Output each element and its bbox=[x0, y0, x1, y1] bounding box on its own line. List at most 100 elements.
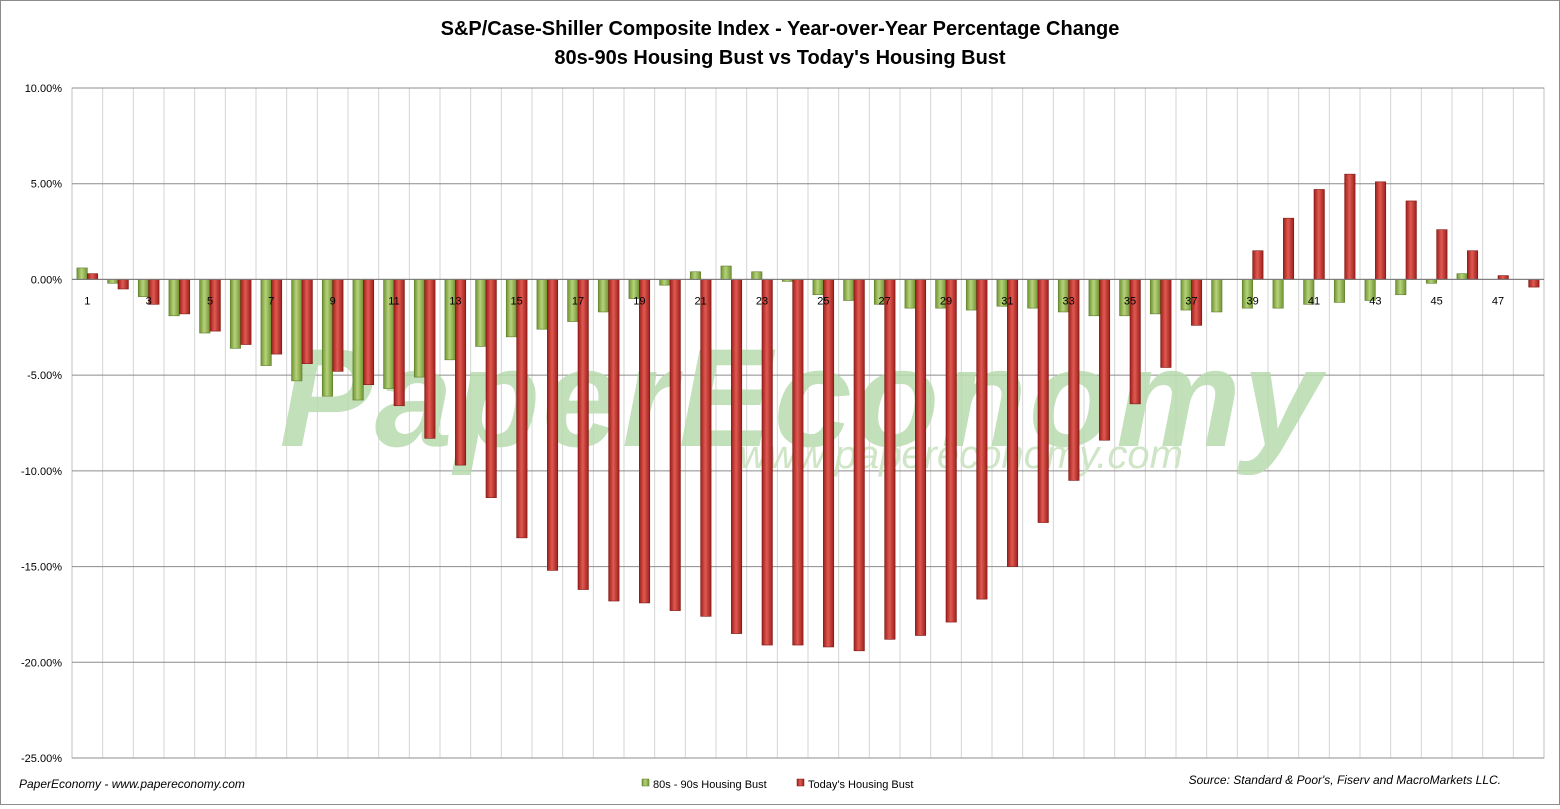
bar-80s90s bbox=[843, 279, 855, 301]
x-tick-label: 7 bbox=[268, 295, 274, 307]
bar-today bbox=[639, 279, 651, 604]
bar-today bbox=[1007, 279, 1019, 567]
bar-80s90s bbox=[107, 279, 119, 284]
bar-today bbox=[945, 279, 957, 623]
x-tick-label: 45 bbox=[1431, 295, 1443, 307]
bar-today bbox=[1252, 250, 1264, 280]
bar-80s90s bbox=[1425, 279, 1437, 284]
bar-80s90s bbox=[260, 279, 272, 366]
y-tick-label: -15.00% bbox=[21, 562, 62, 574]
bar-80s90s bbox=[812, 279, 824, 296]
bar-today bbox=[669, 279, 681, 611]
bar-today bbox=[424, 279, 436, 439]
bar-today bbox=[792, 279, 804, 646]
watermark-url: www.papereconomy.com bbox=[739, 433, 1183, 477]
legend-swatch-80s90s bbox=[641, 778, 650, 787]
chart-title: S&P/Case-Shiller Composite Index - Year-… bbox=[441, 18, 1120, 40]
legend-swatch-today bbox=[796, 778, 805, 787]
bar-today bbox=[1436, 229, 1448, 280]
bar-80s90s bbox=[76, 267, 88, 280]
bar-today bbox=[1160, 279, 1172, 368]
bar-today bbox=[1467, 250, 1479, 280]
bar-today bbox=[240, 279, 252, 345]
x-tick-label: 11 bbox=[388, 295, 399, 307]
y-axis-ticks: 10.00% 5.00% 0.00% -5.00% -10.00% -15.00% -20.… bbox=[21, 83, 62, 765]
bar-today bbox=[1344, 173, 1356, 280]
bar-80s90s bbox=[751, 271, 763, 280]
bar-80s90s bbox=[413, 279, 425, 378]
bar-80s90s bbox=[1272, 279, 1284, 309]
x-tick-label: 37 bbox=[1185, 295, 1197, 307]
bar-today bbox=[761, 279, 773, 646]
bar-today bbox=[731, 279, 743, 634]
bar-today bbox=[1405, 200, 1417, 280]
bar-today bbox=[87, 273, 99, 280]
bar-80s90s bbox=[1333, 279, 1345, 303]
x-tick-label: 5 bbox=[207, 295, 213, 307]
bar-today bbox=[577, 279, 589, 590]
x-tick-label: 19 bbox=[633, 295, 645, 307]
bar-80s90s bbox=[1088, 279, 1100, 317]
bar-80s90s bbox=[1395, 279, 1407, 296]
y-tick-label: -20.00% bbox=[21, 657, 62, 669]
bar-today bbox=[1497, 275, 1509, 280]
x-tick-label: 33 bbox=[1063, 295, 1075, 307]
bar-today bbox=[1528, 279, 1540, 288]
bar-80s90s bbox=[352, 279, 364, 401]
bar-today bbox=[547, 279, 559, 571]
bars bbox=[72, 173, 1544, 652]
bar-80s90s bbox=[659, 279, 671, 286]
bar-today bbox=[853, 279, 865, 652]
x-tick-label: 43 bbox=[1369, 295, 1381, 307]
bar-80s90s bbox=[505, 279, 517, 338]
y-tick-label: 0.00% bbox=[31, 274, 62, 286]
bar-80s90s bbox=[689, 271, 701, 280]
x-tick-label: 1 bbox=[84, 295, 90, 307]
x-tick-label: 3 bbox=[146, 295, 152, 307]
bar-today bbox=[179, 279, 191, 315]
bar-today bbox=[915, 279, 927, 636]
bar-80s90s bbox=[1027, 279, 1039, 309]
bar-today bbox=[1068, 279, 1080, 481]
x-tick-label: 39 bbox=[1247, 295, 1259, 307]
bar-today bbox=[363, 279, 375, 386]
bar-today bbox=[301, 279, 313, 364]
x-tick-label: 23 bbox=[756, 295, 768, 307]
footer-left: PaperEconomy - www.papereconomy.com bbox=[19, 777, 245, 791]
bar-today bbox=[1375, 181, 1387, 280]
bar-today bbox=[485, 279, 497, 498]
bar-80s90s bbox=[444, 279, 456, 361]
x-axis-ticks: 1 3 5 7 9 11 13 15 17 19 21 23 25 27 29 31 33 35 37 39 41 43 4… bbox=[84, 295, 1504, 307]
x-tick-label: 35 bbox=[1124, 295, 1136, 307]
bar-today bbox=[608, 279, 620, 602]
bar-today bbox=[1099, 279, 1111, 441]
footer-right: Source: Standard & Poor's, Fiserv and Ma… bbox=[1189, 773, 1501, 787]
legend: 80s - 90s Housing Bust Today's Housing B… bbox=[641, 778, 913, 791]
bar-today bbox=[117, 279, 129, 290]
bar-80s90s bbox=[1456, 273, 1468, 280]
x-tick-label: 13 bbox=[449, 295, 461, 307]
bar-today bbox=[976, 279, 988, 600]
legend-label-80s90s: 80s - 90s Housing Bust bbox=[653, 779, 767, 791]
y-tick-label: -5.00% bbox=[27, 370, 62, 382]
bar-80s90s bbox=[904, 279, 916, 309]
bar-today bbox=[332, 279, 344, 372]
bar-today bbox=[1313, 189, 1325, 280]
x-tick-label: 21 bbox=[695, 295, 707, 307]
x-tick-label: 31 bbox=[1001, 295, 1013, 307]
x-tick-label: 9 bbox=[330, 295, 336, 307]
x-tick-label: 15 bbox=[511, 295, 523, 307]
x-tick-label: 41 bbox=[1308, 295, 1320, 307]
bar-today bbox=[884, 279, 896, 640]
bar-today bbox=[1037, 279, 1049, 523]
y-tick-label: 5.00% bbox=[31, 179, 62, 191]
chart-subtitle: 80s-90s Housing Bust vs Today's Housing … bbox=[554, 47, 1005, 69]
bar-today bbox=[823, 279, 835, 648]
bar-80s90s bbox=[720, 265, 732, 280]
legend-label-today: Today's Housing Bust bbox=[808, 779, 913, 791]
bar-80s90s bbox=[965, 279, 977, 311]
y-tick-label: -25.00% bbox=[21, 753, 62, 765]
bar-today bbox=[271, 279, 283, 355]
